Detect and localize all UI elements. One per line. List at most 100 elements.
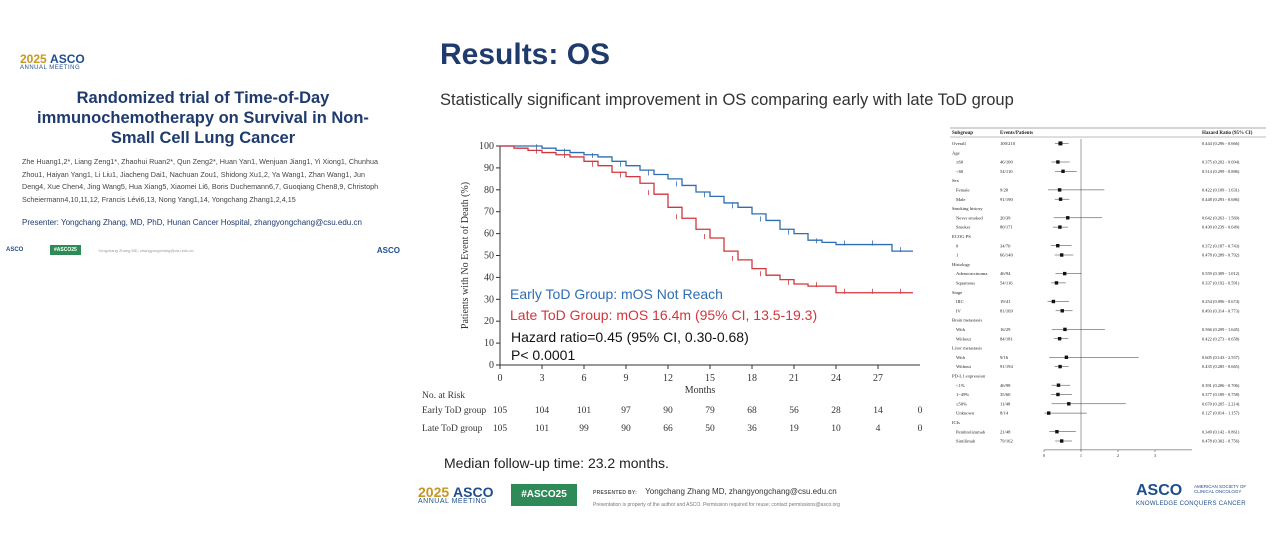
km-y-tick-label: 70	[484, 207, 494, 218]
forest-row-ci: 0.349 (0.142 - 0.861)	[1202, 429, 1240, 434]
slide-footer: 2025 ASCO ANNUAL MEETING #ASCO25 PRESENT…	[410, 478, 1280, 522]
forest-x-tick-label: 2	[1117, 453, 1119, 457]
forest-point	[1067, 402, 1071, 406]
risk-table-cell: 10	[831, 424, 841, 434]
forest-point	[1054, 281, 1059, 285]
km-curve-early	[500, 145, 913, 252]
km-y-tick-label: 50	[484, 251, 494, 262]
forest-row-ci: 0.642 (0.263 - 1.569)	[1202, 215, 1240, 220]
forest-point	[1057, 337, 1062, 341]
risk-table-cell: 90	[621, 424, 631, 434]
km-y-tick-label: 100	[479, 141, 494, 152]
forest-row-label: Smoking history	[952, 206, 983, 211]
title-slide-thumbnail: 2025 ASCO ANNUAL MEETING Randomized tria…	[0, 30, 408, 268]
forest-row-label: ICIs	[952, 420, 960, 425]
forest-row-events: 34/70	[1000, 243, 1011, 248]
forest-row-label: Without	[956, 364, 972, 369]
forest-row-ci: 0.605 (0.143 - 2.557)	[1202, 355, 1240, 360]
presented-by-label: PRESENTED BY:	[593, 490, 638, 496]
km-x-tick-label: 24	[831, 373, 841, 384]
forest-row-label: 1	[956, 253, 959, 258]
results-slide: Results: OS Statistically significant im…	[410, 22, 1280, 522]
forest-row-label: Overall	[952, 141, 966, 146]
forest-row-label: IV	[956, 308, 962, 313]
forest-row-ci: 0.435 (0.285 - 0.665)	[1202, 364, 1240, 369]
risk-table-cell: 101	[535, 424, 550, 434]
forest-row-label: Without	[956, 336, 972, 341]
forest-row-events: 46/94	[1000, 271, 1011, 276]
presented-by: PRESENTED BY: Yongchang Zhang MD, zhangy…	[593, 487, 837, 496]
km-curve-late	[500, 145, 913, 294]
presenter-line: Presenter: Yongchang Zhang, MD, PhD, Hun…	[22, 218, 362, 227]
legend-early-tod: Early ToD Group: mOS Not Reach	[510, 286, 723, 302]
forest-row-events: 66/140	[1000, 253, 1013, 258]
forest-point	[1060, 309, 1064, 313]
forest-row-events: 9/20	[1000, 188, 1009, 193]
forest-row-events: 91/194	[1000, 364, 1013, 369]
forest-row-label: With	[956, 355, 966, 360]
risk-table-cell: 0	[918, 406, 923, 416]
forest-x-tick-label: 1	[1080, 453, 1082, 457]
risk-table-cell: 19	[789, 424, 799, 434]
forest-point	[1056, 392, 1060, 397]
forest-row-ci: 0.444 (0.296 - 0.666)	[1202, 141, 1240, 146]
forest-row-label: Squamous	[956, 281, 975, 286]
asco-wordmark: ASCO	[1136, 482, 1183, 499]
forest-row-label: 0	[956, 243, 959, 248]
forest-row-label: Stage	[952, 290, 962, 295]
median-followup: Median follow-up time: 23.2 months.	[444, 455, 669, 471]
forest-point	[1064, 355, 1069, 359]
km-x-tick-label: 12	[663, 373, 673, 384]
km-x-tick-label: 18	[747, 373, 757, 384]
risk-table-cell: 0	[918, 424, 923, 434]
presentation-title: Randomized trial of Time-of-Day immunoch…	[37, 89, 369, 147]
risk-table-cell: 14	[873, 406, 883, 416]
forest-point	[1056, 244, 1060, 248]
footer-annual-meeting-logo: 2025 ASCO ANNUAL MEETING	[418, 484, 494, 505]
footer-hashtag: #ASCO25	[50, 245, 81, 255]
risk-table-cell: 50	[705, 424, 715, 434]
forest-row-events: 81/169	[1000, 308, 1013, 313]
km-x-tick-label: 9	[624, 373, 629, 384]
forest-point	[1063, 327, 1067, 332]
asco-society-name: AMERICAN SOCIETY OF CLINICAL ONCOLOGY	[1194, 484, 1247, 494]
risk-table-cell: 79	[705, 406, 715, 416]
footer-asco-logo-right: ASCO	[376, 246, 400, 255]
risk-row-label-late: Late ToD group	[422, 424, 483, 434]
forest-row-ci: 0.670 (0.205 - 2.214)	[1202, 401, 1240, 406]
risk-table-cell: 99	[579, 424, 589, 434]
forest-col-subgroup: Subgroup	[952, 131, 973, 136]
asco-society-logo: ASCO AMERICAN SOCIETY OF CLINICAL ONCOLO…	[1136, 482, 1266, 507]
forest-row-events: 54/110	[1000, 169, 1013, 174]
forest-plot: Subgroup Events/Patients Hazard Ratio (95%…	[950, 127, 1266, 457]
forest-row-label: <60	[956, 169, 964, 174]
forest-row-label: Sex	[952, 178, 960, 183]
forest-row-events: 11/48	[1000, 401, 1011, 406]
risk-table-cell: 56	[789, 406, 799, 416]
author-list: Zhe Huang1,2*, Liang Zeng1*, Zhaohui Rua…	[22, 157, 379, 204]
km-y-axis-title: Patients with No Event of Death (%)	[460, 182, 471, 329]
forest-row-label: Male	[956, 197, 965, 202]
km-x-tick-label: 15	[705, 373, 715, 384]
km-y-tick-label: 60	[484, 229, 494, 240]
footer-hashtag-badge: #ASCO25	[511, 484, 577, 506]
forest-point	[1059, 253, 1064, 257]
footer-presenter-text: Yongchang Zhang MD, zhangyongchang@csu.e…	[98, 248, 194, 253]
forest-row-ci: 0.422 (0.273 - 0.658)	[1202, 336, 1240, 341]
forest-col-events: Events/Patients	[1000, 131, 1033, 136]
forest-row-events: 91/190	[1000, 197, 1013, 202]
forest-row-events: 9/16	[1000, 355, 1009, 360]
forest-point	[1066, 216, 1070, 220]
risk-table-cell: 66	[663, 424, 673, 434]
risk-table-cell: 104	[535, 406, 550, 416]
forest-row-events: 80/171	[1000, 225, 1013, 230]
forest-row-events: 35/60	[1000, 392, 1011, 397]
slide-title: Results: OS	[440, 38, 611, 71]
legend-late-tod: Late ToD Group: mOS 16.4m (95% CI, 13.5-…	[510, 307, 818, 323]
logo-year: 2025	[20, 52, 47, 66]
forest-row-events: 19/41	[1000, 299, 1011, 304]
forest-row-ci: 0.377 (0.189 - 0.758)	[1202, 392, 1240, 397]
forest-point	[1056, 383, 1061, 387]
copyright-note: Presentation is property of the author a…	[593, 502, 840, 508]
